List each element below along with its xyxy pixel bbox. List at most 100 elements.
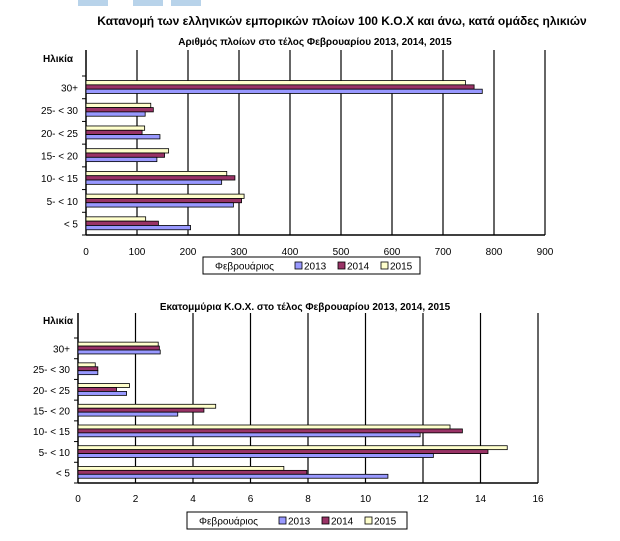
legend-title: Φεβρουάριος — [199, 516, 258, 528]
cropped-highlight — [78, 0, 108, 6]
x-tick-label: 14 — [475, 494, 487, 505]
legend-label: 2014 — [347, 262, 370, 273]
chart2-title: Εκατομμύρια Κ.Ο.Χ. στο τέλος Φεβρουαρίου… — [160, 302, 451, 313]
x-tick-label: 400 — [282, 247, 299, 258]
x-tick-label: 500 — [333, 247, 350, 258]
bar-2015 — [85, 148, 170, 154]
legend-label: 2013 — [288, 517, 311, 528]
bar-2015 — [85, 102, 152, 108]
bar-2013 — [85, 156, 158, 163]
bar-2014 — [77, 428, 463, 434]
bar-2015 — [85, 80, 466, 86]
chart1: 0 100 200 300 400 500 600 700 800 900 < 5 5- < 10 10… — [41, 50, 554, 275]
bar-2013 — [85, 88, 483, 94]
bar-2013 — [85, 111, 146, 117]
y-tick-label: 10- < 15 — [41, 174, 78, 185]
y-tick-label: 25- < 30 — [41, 106, 78, 117]
x-tick-label: 200 — [180, 247, 197, 258]
chart1-ylabel: Ηλικία — [43, 54, 74, 65]
legend-swatch-2013 — [278, 516, 287, 525]
bar-2014 — [85, 129, 143, 136]
bar-2015 — [85, 193, 245, 199]
bar-2013 — [85, 202, 234, 208]
y-tick-label: < 5 — [56, 469, 71, 480]
legend-swatch-2015 — [380, 261, 389, 270]
cropped-highlight — [133, 0, 163, 6]
y-tick-label: 5- < 10 — [39, 448, 71, 459]
x-tick-label: 12 — [417, 494, 429, 505]
x-tick-label: 0 — [83, 247, 89, 258]
legend-swatch-2014 — [321, 516, 330, 525]
bar-2014 — [77, 469, 308, 475]
x-tick-label: 900 — [537, 247, 554, 258]
bar-2013 — [77, 411, 179, 417]
x-tick-label: 6 — [248, 494, 254, 505]
x-tick-label: 600 — [384, 247, 401, 258]
bar-2014 — [77, 407, 205, 413]
legend-swatch-2014 — [337, 261, 346, 270]
y-tick-label: 20- < 25 — [41, 129, 78, 140]
legend-label: 2013 — [304, 262, 327, 273]
x-tick-label: 300 — [231, 247, 248, 258]
x-tick-label: 800 — [486, 247, 503, 258]
x-tick-label: 16 — [532, 494, 544, 505]
bar-2015 — [77, 445, 508, 451]
bar-2014 — [77, 345, 160, 351]
x-tick-label: 8 — [305, 494, 311, 505]
y-tick-label: 30+ — [53, 344, 70, 355]
x-tick-label: 700 — [435, 247, 452, 258]
bar-2013 — [77, 473, 389, 479]
bar-2015 — [85, 125, 146, 131]
chart2-ylabel: Ηλικία — [43, 316, 74, 327]
legend-label: 2015 — [374, 517, 397, 528]
bar-2013 — [77, 432, 421, 438]
bar-2013 — [77, 453, 434, 458]
x-tick-label: 2 — [133, 494, 139, 505]
bar-2013 — [85, 225, 191, 231]
legend-swatch-2015 — [364, 516, 373, 525]
y-tick-label: 5- < 10 — [47, 197, 79, 208]
chart1-title: Αριθμός πλοίων στο τέλος Φεβρουαρίου 201… — [178, 37, 452, 48]
x-tick-label: 4 — [190, 494, 196, 505]
bar-2014 — [85, 198, 242, 204]
bar-2015 — [85, 216, 147, 222]
bar-2013 — [77, 349, 161, 355]
y-tick-label: 20- < 25 — [33, 386, 70, 397]
bar-2015 — [77, 424, 451, 430]
bar-2014 — [77, 449, 489, 454]
y-tick-label: 30+ — [61, 83, 78, 94]
bar-2014 — [85, 107, 154, 113]
bar-2015 — [85, 170, 228, 177]
legend-label: 2014 — [331, 517, 354, 528]
bar-2014 — [85, 84, 475, 90]
y-tick-label: 25- < 30 — [33, 365, 70, 376]
bar-2014 — [85, 175, 236, 181]
x-tick-label: 100 — [129, 247, 146, 258]
x-tick-label: 10 — [360, 494, 372, 505]
y-tick-label: 15- < 20 — [33, 407, 70, 418]
cropped-highlight — [171, 0, 201, 6]
bar-2015 — [77, 341, 159, 347]
legend-title: Φεβρουάριος — [215, 261, 274, 273]
bar-2014 — [85, 152, 165, 158]
bar-2015 — [77, 383, 130, 388]
legend-box — [202, 256, 421, 275]
bar-2013 — [77, 391, 127, 396]
bar-2014 — [77, 387, 117, 392]
legend-box — [186, 511, 408, 530]
y-tick-label: 15- < 20 — [41, 152, 78, 163]
main-title: Κατανομή των ελληνικών εμπορικών πλοίων … — [97, 14, 587, 28]
legend-label: 2015 — [390, 262, 413, 273]
bar-2013 — [85, 179, 223, 185]
bar-2014 — [85, 220, 159, 226]
bar-2015 — [77, 403, 217, 409]
y-tick-label: < 5 — [64, 220, 79, 231]
bar-2015 — [77, 362, 96, 368]
x-tick-label: 0 — [75, 494, 81, 505]
chart2: 0 2 4 6 8 10 12 14 16 < 5 5- < 10 10- < 15 15- < 20 2… — [33, 313, 544, 530]
bar-2013 — [85, 134, 161, 140]
legend-swatch-2013 — [294, 261, 303, 270]
y-tick-label: 10- < 15 — [33, 427, 70, 438]
bar-2014 — [77, 366, 99, 372]
